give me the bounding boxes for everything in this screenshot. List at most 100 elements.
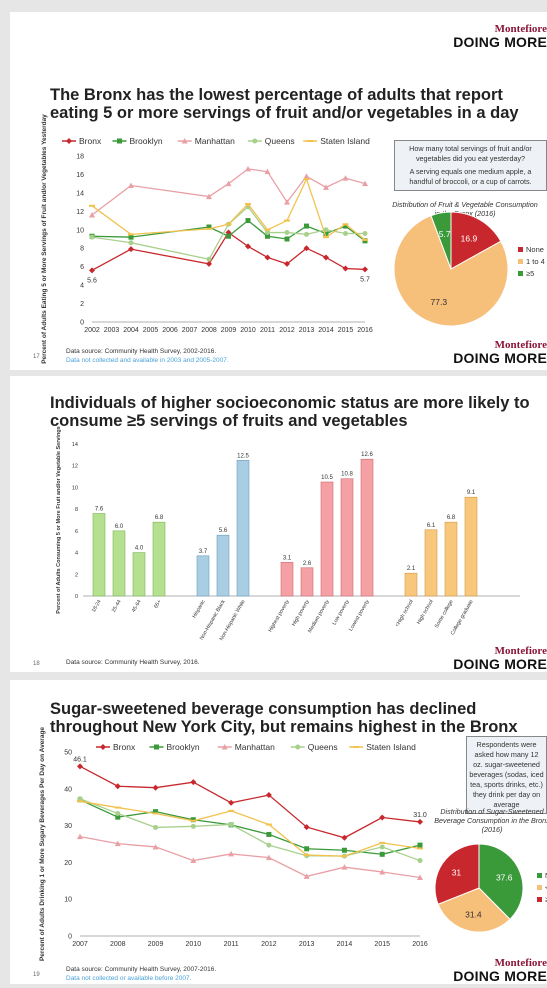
x-tick-label: 2012	[261, 941, 277, 948]
legend-marker-brooklyn	[154, 744, 159, 750]
legend-swatch-5	[518, 271, 523, 276]
data-point-manhattan	[228, 850, 235, 857]
data-point-bronx	[379, 814, 386, 821]
bar-value-label: 6.8	[155, 515, 164, 521]
legend-swatch-1	[537, 897, 542, 902]
montefiore-logo-footer: Montefiore DOING MORE	[453, 339, 547, 366]
legend-label-manhattan: Manhattan	[195, 136, 235, 146]
legend-label-brooklyn: Brooklyn	[130, 136, 163, 146]
bar-value-label: 2.6	[303, 561, 312, 567]
y-tick-label: 2	[75, 572, 78, 578]
series-line-bronx	[79, 765, 421, 839]
y-axis-label: Percent of Adults Eating 5 or More Servi…	[41, 114, 48, 364]
data-label: 5.6	[87, 277, 97, 284]
bar-45-64	[132, 552, 146, 597]
data-point-brooklyn	[304, 223, 309, 229]
legend-label-queens: Queens	[308, 742, 338, 752]
data-point-queens	[304, 231, 309, 237]
pie-value-label: 31.4	[465, 910, 482, 920]
pie-value-label: 5.7	[439, 229, 451, 239]
x-tick-label: 2011	[260, 327, 275, 334]
y-tick-label: 0	[75, 594, 78, 600]
data-source: Data source: Community Health Survey, 20…	[66, 966, 217, 982]
legend-label-none: None	[545, 871, 547, 880]
data-point-bronx	[114, 783, 121, 790]
bar-value-label: 9.1	[467, 490, 476, 496]
data-point-queens	[190, 823, 196, 829]
data-point-manhattan	[342, 175, 349, 181]
bar-value-label: 2.1	[407, 566, 416, 572]
data-point-manhattan	[379, 868, 386, 875]
legend-marker-bronx	[66, 138, 72, 144]
y-tick-label: 8	[75, 507, 78, 513]
bar-value-label: 12.5	[237, 453, 249, 459]
y-tick-label: 0	[68, 934, 72, 941]
data-point-bronx	[303, 245, 310, 252]
data-point-queens	[323, 227, 329, 233]
legend-marker-queens	[252, 138, 258, 144]
x-tick-label: 2011	[224, 941, 239, 948]
data-point-bronx	[206, 260, 212, 267]
pie-slice-5	[430, 211, 452, 270]
data-point-brooklyn	[379, 851, 385, 857]
data-point-manhattan	[417, 874, 423, 880]
x-tick-label: 2013	[299, 941, 315, 948]
data-point-bronx	[341, 834, 348, 841]
x-tick-label: 2016	[357, 327, 373, 334]
legend-marker-manhattan	[221, 744, 228, 750]
bar-chart-socioeconomic: 0 2 4 6 8 10 12 14 Percent of Adults Consuming 5…	[56, 426, 520, 642]
x-tick-label: Medium poverty	[307, 599, 331, 634]
data-point-brooklyn	[128, 234, 134, 240]
legend-label-staten-island: Staten Island	[366, 742, 416, 752]
data-point-brooklyn	[417, 842, 423, 848]
bar-high-school	[424, 529, 438, 597]
y-tick-label: 10	[64, 897, 72, 904]
data-point-brooklyn	[323, 230, 329, 236]
x-tick-label: 65+	[153, 599, 163, 610]
slide-fruit-vegetable: Montefiore DOING MORE The Bronx has the …	[10, 12, 547, 370]
y-tick-label: 20	[64, 860, 72, 867]
data-point-brooklyn	[265, 233, 270, 239]
data-point-manhattan	[362, 180, 368, 187]
data-point-queens	[228, 821, 234, 827]
data-point-manhattan	[152, 843, 159, 850]
bar-college-graduate	[464, 496, 478, 597]
pie-value-label: 31	[452, 868, 462, 878]
x-tick-label: Hispanic	[192, 599, 207, 620]
bar-some-college	[444, 521, 458, 597]
x-tick-label: 2014	[337, 941, 353, 948]
data-point-brooklyn	[341, 847, 347, 853]
survey-question-box: How many total servings of fruit and/or …	[394, 140, 547, 191]
series-line-manhattan	[79, 836, 421, 879]
data-point-queens	[379, 844, 385, 850]
bar-value-label: 5.6	[219, 528, 228, 534]
data-label: 31.0	[413, 812, 427, 819]
y-tick-label: 30	[64, 823, 72, 830]
y-tick-label: 10	[72, 485, 78, 491]
montefiore-logo-footer: Montefiore DOING MORE	[453, 645, 547, 672]
data-point-bronx	[152, 784, 159, 791]
x-tick-label: Lowest poverty	[348, 599, 371, 633]
data-point-bronx	[265, 792, 272, 799]
x-tick-label: 2013	[299, 327, 315, 334]
bar-65	[152, 521, 166, 597]
data-point-bronx	[284, 260, 290, 267]
x-tick-label: High poverty	[291, 599, 311, 628]
data-point-brooklyn	[206, 224, 212, 230]
data-point-brooklyn	[266, 831, 272, 837]
data-point-bronx	[190, 779, 197, 786]
x-tick-label: College graduate	[450, 599, 475, 636]
data-point-bronx	[264, 254, 271, 261]
legend-label-queens: Queens	[265, 136, 295, 146]
data-point-queens	[153, 824, 159, 830]
data-point-bronx	[128, 246, 134, 253]
y-axis-label: Percent of Adults Drinking 1 or More Sug…	[39, 727, 46, 961]
data-point-queens	[417, 858, 423, 864]
data-point-queens	[115, 810, 121, 816]
x-tick-label: 2014	[318, 327, 334, 334]
bar-medium-poverty	[320, 481, 334, 597]
legend-label-manhattan: Manhattan	[235, 742, 275, 752]
x-tick-label: High school	[416, 599, 435, 625]
legend-marker-brooklyn	[117, 138, 122, 144]
y-axis-label: Percent of Adults Consuming 5 or More Fr…	[56, 426, 62, 613]
